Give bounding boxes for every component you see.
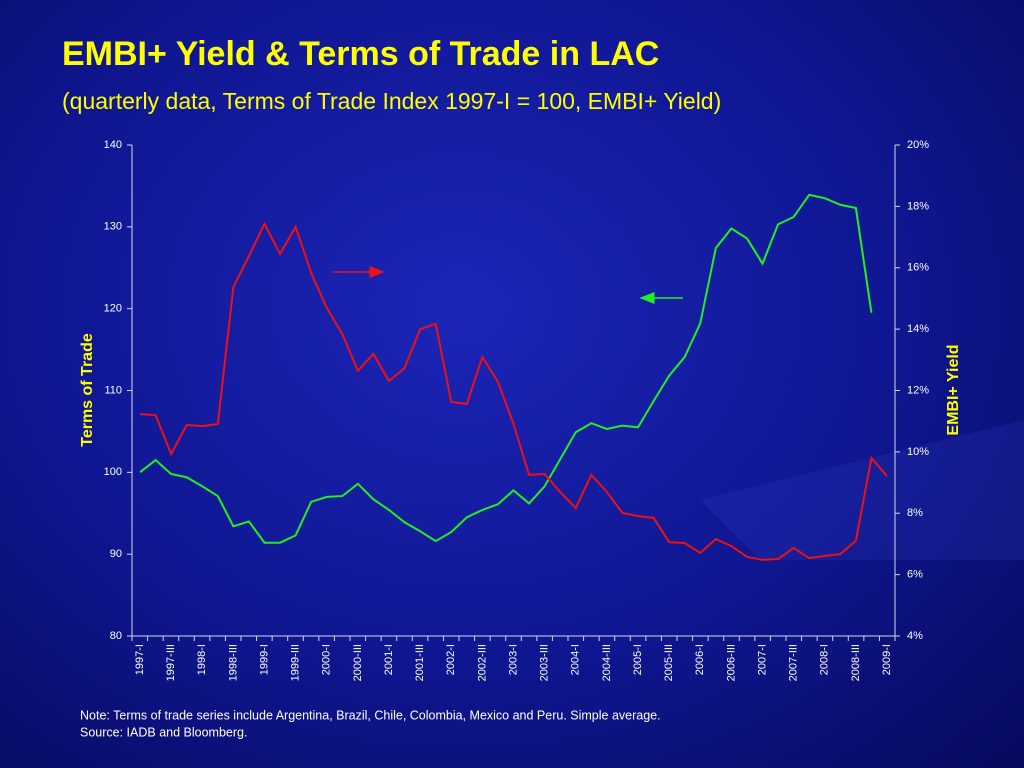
y2-tick-label: 4% (907, 630, 923, 642)
x-tick-label: 2007-I (756, 644, 768, 675)
y2-tick-label: 10% (907, 446, 929, 458)
y2-tick-label: 6% (907, 569, 923, 581)
x-tick-label: 2004-III (601, 644, 613, 681)
y-tick-label: 120 (104, 303, 122, 315)
x-tick-label: 2005-I (632, 644, 644, 675)
x-tick-label: 2002-III (476, 644, 488, 681)
x-tick-label: 1998-I (196, 644, 208, 675)
y2-tick-label: 16% (907, 262, 929, 274)
x-tick-label: 2003-I (507, 644, 519, 675)
x-tick-label: 2009-I (881, 644, 893, 675)
y-tick-label: 130 (104, 221, 122, 233)
chart-title: EMBI+ Yield & Terms of Trade in LAC (62, 35, 659, 73)
x-tick-label: 2008-I (819, 644, 831, 675)
y2-tick-label: 14% (907, 323, 929, 335)
x-tick-label: 2001-III (414, 644, 426, 681)
series-line (139, 193, 873, 544)
x-tick-label: 2000-III (352, 644, 364, 681)
x-tick-label: 1998-III (227, 644, 239, 681)
y-tick-label: 100 (104, 466, 122, 478)
y-tick-label: 110 (104, 384, 122, 396)
y2-axis-label: EMBI+ Yield (945, 344, 962, 435)
y2-tick-label: 18% (907, 200, 929, 212)
y-tick-label: 90 (110, 548, 122, 560)
x-tick-label: 2002-I (445, 644, 457, 675)
x-tick-label: 2003-III (539, 644, 551, 681)
y-tick-label: 140 (104, 139, 122, 151)
x-tick-label: 1997-I (134, 644, 146, 675)
y-axis-label: Terms of Trade (79, 333, 96, 447)
bg-streak (700, 420, 1024, 560)
x-tick-label: 2008-III (850, 644, 862, 681)
y2-tick-label: 8% (907, 507, 923, 519)
x-tick-label: 2006-I (694, 644, 706, 675)
x-tick-label: 2005-III (663, 644, 675, 681)
x-tick-label: 1997-III (165, 644, 177, 681)
x-tick-label: 2006-III (725, 644, 737, 681)
y-tick-label: 80 (110, 630, 122, 642)
x-tick-label: 2007-III (788, 644, 800, 681)
source: Source: IADB and Bloomberg. (80, 725, 247, 739)
x-tick-label: 1999-III (290, 644, 302, 681)
series-line (139, 221, 888, 561)
note: Note: Terms of trade series include Arge… (80, 708, 661, 722)
x-tick-label: 1999-I (258, 644, 270, 675)
x-tick-label: 2004-I (570, 644, 582, 675)
y2-tick-label: 12% (907, 384, 929, 396)
y2-tick-label: 20% (907, 139, 929, 151)
x-tick-label: 2000-I (321, 644, 333, 675)
x-tick-label: 2001-I (383, 644, 395, 675)
chart-subtitle: (quarterly data, Terms of Trade Index 19… (62, 88, 721, 114)
